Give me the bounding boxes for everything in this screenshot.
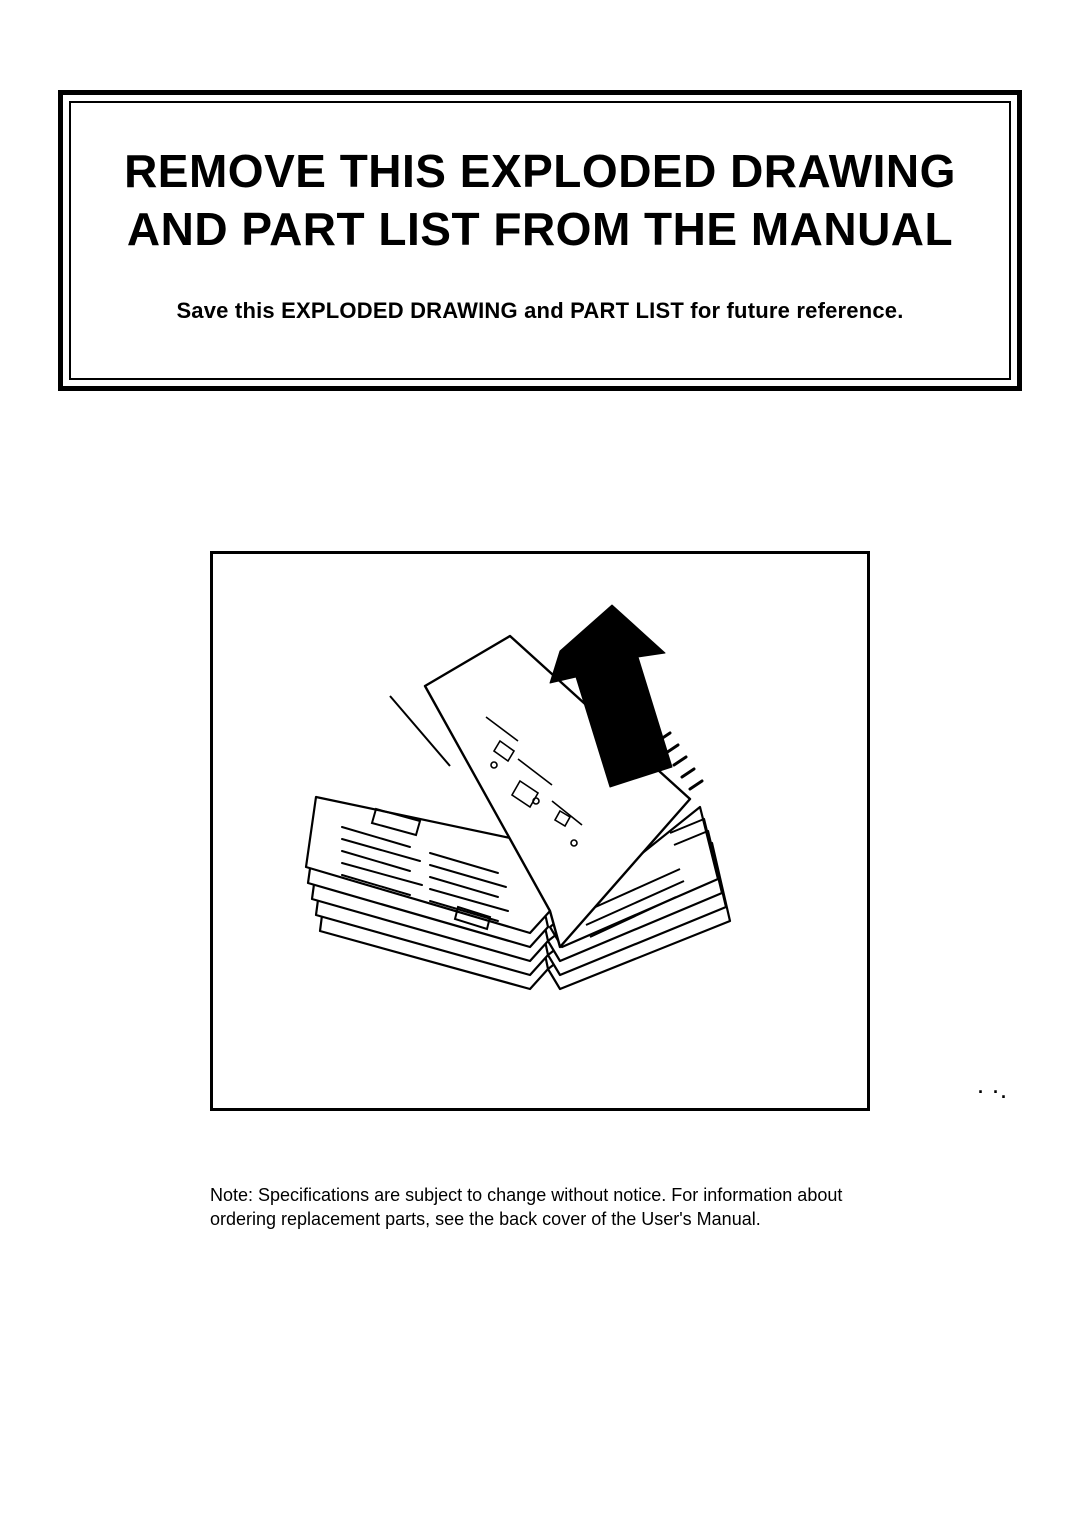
illustration-frame <box>210 551 870 1111</box>
banner-title-line1: REMOVE THIS EXPLODED DRAWING <box>124 145 956 197</box>
decorative-dots: · ·. <box>978 1082 1008 1103</box>
manual-illustration-icon <box>260 591 820 1071</box>
banner-outer-frame: REMOVE THIS EXPLODED DRAWING AND PART LI… <box>58 90 1022 391</box>
banner-inner-frame: REMOVE THIS EXPLODED DRAWING AND PART LI… <box>69 101 1011 380</box>
banner-subtitle: Save this EXPLODED DRAWING and PART LIST… <box>95 298 985 324</box>
banner-title-line2: AND PART LIST FROM THE MANUAL <box>127 203 953 255</box>
footnote-text: Note: Specifications are subject to chan… <box>210 1183 870 1232</box>
banner-title: REMOVE THIS EXPLODED DRAWING AND PART LI… <box>95 143 985 258</box>
document-page: REMOVE THIS EXPLODED DRAWING AND PART LI… <box>0 0 1080 1537</box>
